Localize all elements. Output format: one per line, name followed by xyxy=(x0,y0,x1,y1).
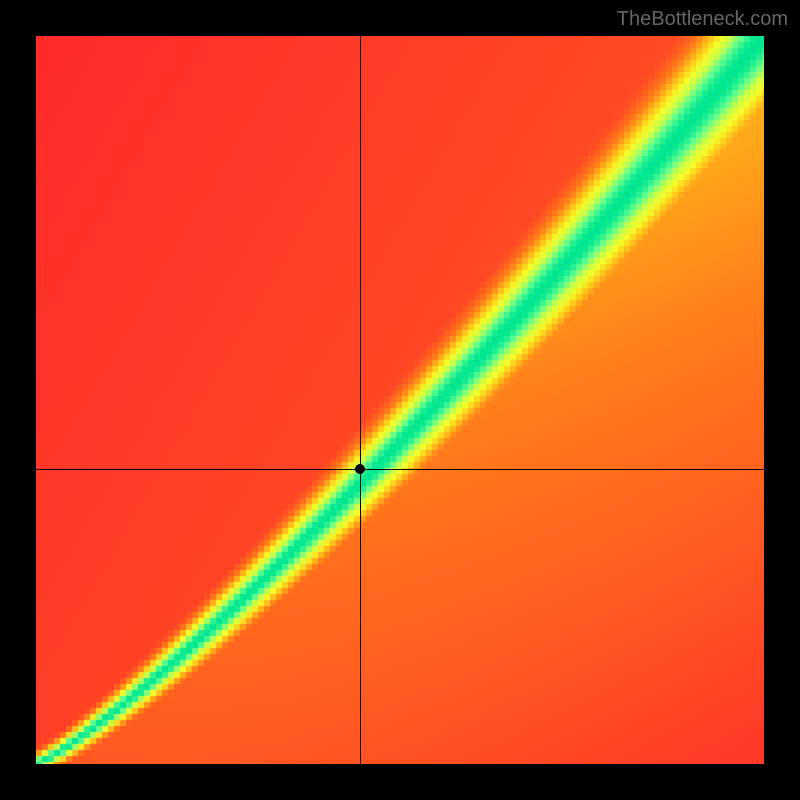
watermark-text: TheBottleneck.com xyxy=(617,8,788,31)
crosshair-point xyxy=(355,464,365,474)
heatmap-canvas xyxy=(36,36,764,764)
bottleneck-heatmap xyxy=(36,36,764,764)
crosshair-vertical xyxy=(360,36,361,764)
crosshair-horizontal xyxy=(36,469,764,470)
